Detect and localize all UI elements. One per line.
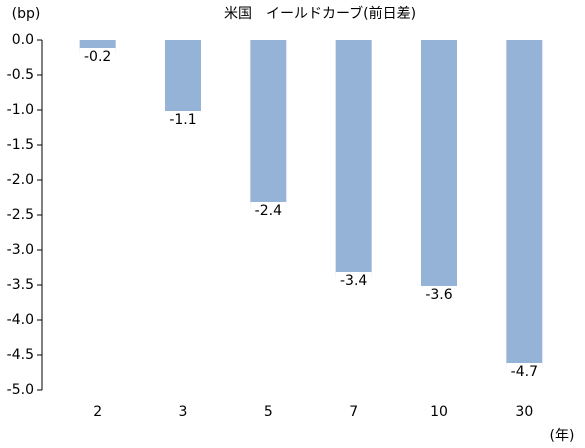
bar (335, 40, 372, 278)
x-tick-label: 5 (264, 404, 273, 420)
y-tick-label: -3.5 (7, 277, 34, 293)
data-label-bg (335, 272, 372, 290)
y-tick-label: -0.5 (7, 67, 34, 83)
y-tick-label: -1.0 (7, 102, 34, 118)
y-tick-label: -4.0 (7, 312, 34, 328)
y-tick-label: -4.5 (7, 347, 34, 363)
x-tick-label: 30 (515, 404, 533, 420)
y-tick-label: 0.0 (12, 32, 34, 48)
y-tick-label: -3.0 (7, 242, 34, 258)
x-tick-label: 7 (349, 404, 358, 420)
y-axis-label: (bp) (12, 6, 41, 22)
data-label: -3.6 (425, 287, 452, 303)
bar (506, 40, 543, 369)
data-label-bg (79, 48, 116, 66)
data-label-bg (250, 202, 287, 220)
y-tick-label: -1.5 (7, 137, 34, 153)
data-label-bg (421, 286, 457, 304)
x-tick-label: 3 (179, 404, 188, 420)
data-label: -3.4 (340, 273, 367, 289)
y-tick-label: -2.5 (7, 207, 34, 223)
x-axis-label: (年) (550, 428, 575, 444)
data-label: -1.1 (169, 112, 196, 128)
x-tick-label: 2 (93, 404, 102, 420)
y-tick-label: -2.0 (7, 172, 34, 188)
data-label: -4.7 (511, 364, 538, 380)
bar (250, 40, 287, 208)
x-tick-label: 10 (430, 404, 448, 420)
bar (421, 40, 457, 292)
y-tick-label: -5.0 (7, 382, 34, 398)
bar (165, 40, 201, 117)
data-label: -0.2 (84, 49, 111, 65)
data-label-bg (165, 111, 201, 129)
data-label: -2.4 (255, 203, 282, 219)
data-label-bg (506, 363, 543, 381)
chart-title: 米国 イールドカーブ(前日差) (224, 5, 416, 22)
